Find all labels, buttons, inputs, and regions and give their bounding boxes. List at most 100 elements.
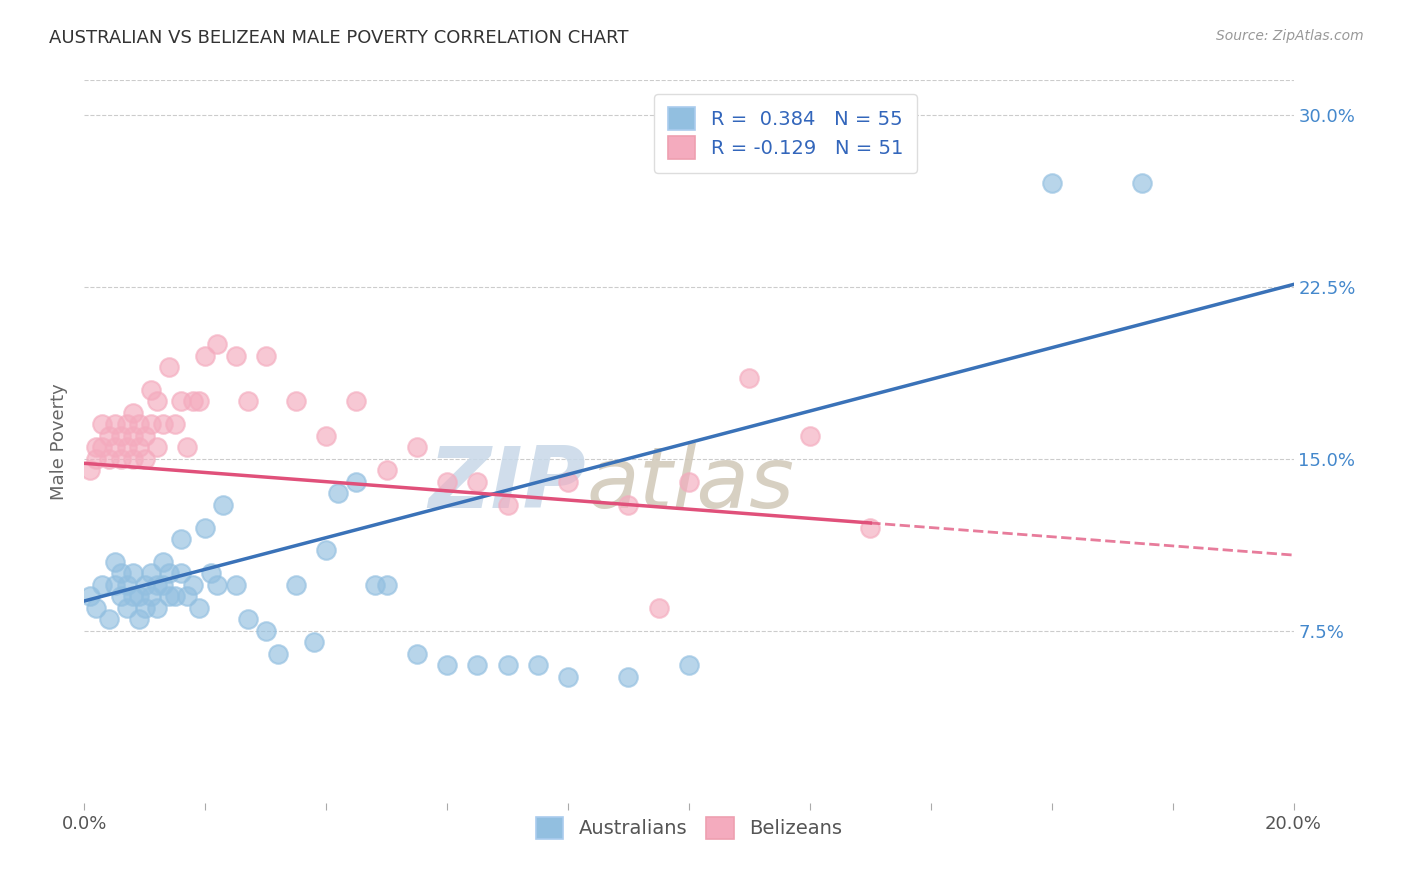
Point [617,498,640,512]
Point [79,590,101,604]
Point [406,647,429,661]
Point [181,394,204,409]
Point [170,532,193,546]
Point [496,658,519,673]
Text: AUSTRALIAN VS BELIZEAN MALE POVERTY CORRELATION CHART: AUSTRALIAN VS BELIZEAN MALE POVERTY CORR… [49,29,628,46]
Point [146,440,169,454]
Point [375,578,398,592]
Point [128,612,150,626]
Point [225,578,247,592]
Point [859,520,882,534]
Point [165,590,187,604]
Point [115,578,138,592]
Point [121,429,143,443]
Point [152,578,174,592]
Point [1040,177,1063,191]
Point [678,475,700,489]
Point [254,349,277,363]
Point [302,635,325,649]
Point [496,498,519,512]
Point [115,440,138,454]
Point [165,417,187,432]
Point [121,406,143,420]
Point [97,451,120,466]
Point [157,359,180,374]
Point [152,417,174,432]
Point [152,555,174,569]
Point [128,440,150,454]
Point [346,475,368,489]
Point [527,658,550,673]
Point [104,578,127,592]
Point [139,590,162,604]
Point [188,600,211,615]
Text: atlas: atlas [586,443,794,526]
Point [1130,177,1153,191]
Point [436,658,458,673]
Y-axis label: Male Poverty: Male Poverty [51,384,69,500]
Point [236,612,259,626]
Point [128,417,150,432]
Point [91,417,114,432]
Point [406,440,429,454]
Text: Source: ZipAtlas.com: Source: ZipAtlas.com [1216,29,1364,43]
Point [236,394,259,409]
Point [285,394,308,409]
Point [170,566,193,581]
Point [91,578,114,592]
Point [110,590,132,604]
Point [139,383,162,397]
Point [436,475,458,489]
Point [104,417,127,432]
Point [134,600,156,615]
Point [194,349,217,363]
Point [146,600,169,615]
Point [115,600,138,615]
Point [207,578,229,592]
Point [315,429,337,443]
Point [363,578,385,592]
Point [346,394,368,409]
Point [328,486,350,500]
Point [557,670,579,684]
Point [157,590,180,604]
Point [104,555,127,569]
Point [188,394,211,409]
Point [738,371,761,385]
Point [146,578,169,592]
Point [254,624,277,638]
Point [207,337,229,351]
Point [146,394,169,409]
Point [110,429,132,443]
Point [86,600,108,615]
Point [134,429,156,443]
Point [176,440,198,454]
Point [678,658,700,673]
Point [375,463,398,477]
Point [134,578,156,592]
Point [285,578,308,592]
Point [557,475,579,489]
Point [134,451,156,466]
Point [467,475,489,489]
Point [467,658,489,673]
Point [799,429,821,443]
Text: ZIP: ZIP [429,443,586,526]
Point [86,451,108,466]
Point [648,600,671,615]
Point [139,417,162,432]
Point [267,647,290,661]
Point [200,566,222,581]
Point [170,394,193,409]
Point [225,349,247,363]
Point [110,566,132,581]
Point [121,451,143,466]
Point [617,670,640,684]
Point [97,612,120,626]
Point [104,440,127,454]
Point [97,429,120,443]
Point [139,566,162,581]
Point [115,417,138,432]
Point [110,451,132,466]
Point [157,566,180,581]
